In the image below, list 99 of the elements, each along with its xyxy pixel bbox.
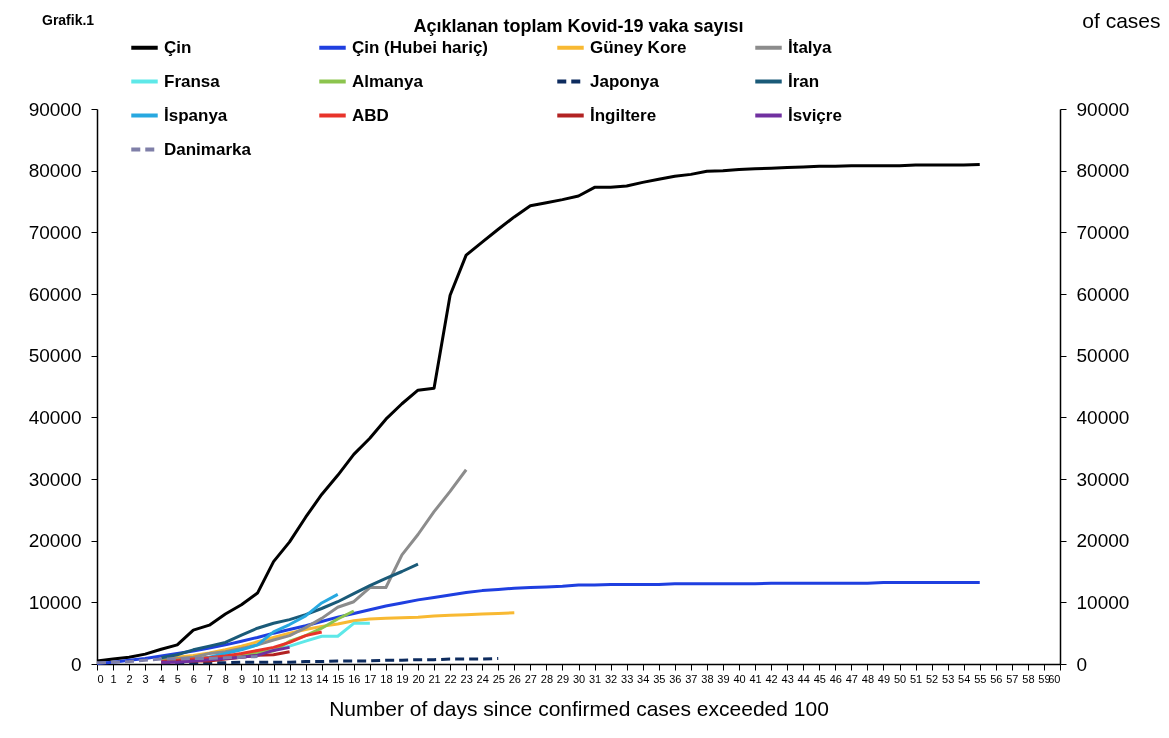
x-tick-label: 11 — [268, 672, 280, 685]
y-tick-label: 80000 — [28, 160, 82, 182]
x-tick-label: 54 — [958, 672, 971, 685]
x-tick-label: 34 — [637, 672, 650, 685]
legend-label: Japonya — [590, 71, 660, 91]
x-tick-label: 24 — [476, 672, 489, 685]
x-tick-label: 20 — [412, 672, 425, 685]
y2-tick-label: 50000 — [1076, 345, 1130, 367]
x-tick-label: 60 — [1048, 672, 1061, 685]
x-tick-label: 3 — [142, 672, 149, 685]
x-tick-label: 19 — [396, 672, 409, 685]
x-tick-label: 1 — [110, 672, 117, 685]
x-tick-label: 40 — [733, 672, 746, 685]
legend-label: İsviçre — [788, 105, 842, 125]
legend-label: Çin — [164, 37, 192, 57]
x-tick-label: 59 — [1038, 672, 1051, 685]
legend-label: Danimarka — [164, 139, 252, 159]
x-tick-label: 10 — [251, 672, 265, 685]
y2-tick-label: 70000 — [1076, 221, 1130, 243]
x-tick-label: 29 — [556, 672, 570, 685]
y-tick-label: 90000 — [28, 98, 82, 120]
legend-label: İran — [788, 71, 820, 91]
y2-tick-label: 20000 — [1076, 530, 1130, 552]
x-tick-label: 31 — [588, 672, 602, 685]
y-tick-label: 10000 — [28, 591, 82, 613]
y2-tick-label: 90000 — [1076, 98, 1130, 120]
y2-tick-label: 30000 — [1076, 468, 1130, 490]
line-series — [159, 562, 420, 660]
y-tick-label: 60000 — [28, 283, 82, 305]
x-tick-label: 38 — [701, 672, 714, 685]
x-tick-label: 57 — [1006, 672, 1019, 685]
x-tick-label: 35 — [653, 672, 666, 685]
y2-tick-label: 40000 — [1076, 406, 1130, 428]
legend-label: İspanya — [164, 105, 228, 125]
y-tick-label: 50000 — [28, 345, 82, 367]
x-tick-label: 21 — [428, 672, 441, 685]
x-tick-label: 16 — [348, 672, 361, 685]
x-tick-label: 55 — [974, 672, 987, 685]
legend-label: ABD — [352, 105, 389, 125]
x-tick-label: 46 — [829, 672, 842, 685]
y-tick-label: 20000 — [28, 530, 82, 552]
y2-axis-title: of cases — [1082, 8, 1161, 32]
x-tick-label: 14 — [316, 672, 329, 685]
line-series — [95, 655, 259, 665]
x-tick-label: 32 — [604, 672, 618, 685]
x-tick-label: 43 — [781, 672, 794, 685]
x-tick-label: 30 — [572, 672, 586, 685]
legend-label: Almanya — [352, 71, 424, 91]
x-tick-label: 4 — [158, 672, 165, 685]
x-tick-label: 9 — [238, 672, 246, 685]
x-tick-label: 5 — [174, 672, 181, 685]
x-tick-label: 42 — [765, 672, 778, 685]
x-tick-label: 7 — [206, 672, 213, 685]
x-tick-label: 13 — [300, 672, 313, 685]
x-tick-label: 47 — [845, 672, 858, 685]
x-tick-label: 50 — [893, 672, 907, 685]
x-tick-label: 2 — [126, 672, 133, 685]
x-tick-label: 15 — [332, 672, 345, 685]
y2-tick-label: 10000 — [1076, 591, 1130, 613]
y-tick-label: 30000 — [28, 468, 82, 490]
x-tick-label: 52 — [925, 672, 939, 685]
x-tick-label: 44 — [797, 672, 810, 685]
y2-tick-label: 80000 — [1076, 160, 1130, 182]
x-tick-label: 37 — [685, 672, 698, 685]
legend-label: Fransa — [164, 71, 221, 91]
legend-label: Güney Kore — [590, 37, 687, 57]
x-tick-label: 28 — [540, 672, 554, 685]
x-tick-label: 8 — [222, 672, 229, 685]
legend-label: Çin (Hubei hariç) — [352, 37, 489, 57]
x-tick-label: 48 — [861, 672, 875, 685]
x-tick-label: 45 — [813, 672, 826, 685]
x-tick-label: 0 — [97, 672, 104, 685]
x-tick-label: 26 — [508, 672, 521, 685]
legend-label: İtalya — [788, 37, 833, 57]
x-tick-label: 33 — [621, 672, 634, 685]
x-tick-label: 36 — [669, 672, 682, 685]
x-tick-label: 27 — [524, 672, 537, 685]
x-tick-label: 51 — [909, 672, 923, 685]
x-tick-label: 22 — [444, 672, 457, 685]
x-tick-label: 12 — [283, 672, 297, 685]
x-tick-label: 23 — [460, 672, 473, 685]
y-tick-label: 70000 — [28, 221, 82, 243]
y-tick-label: 40000 — [28, 406, 82, 428]
x-tick-label: 41 — [749, 672, 762, 685]
x-tick-label: 56 — [990, 672, 1003, 685]
x-tick-label: 39 — [717, 672, 730, 685]
line-series — [95, 581, 982, 665]
y2-tick-label: 60000 — [1076, 283, 1130, 305]
x-tick-label: 6 — [190, 672, 197, 685]
chart-title: Açıklanan toplam Kovid-19 vaka sayısı — [413, 16, 744, 36]
x-tick-label: 49 — [877, 672, 891, 685]
text: Grafik.1 — [42, 12, 95, 28]
x-tick-label: 25 — [492, 672, 505, 685]
x-tick-label: 18 — [380, 672, 393, 685]
legend-label: İngiltere — [590, 105, 657, 125]
x-tick-label: 17 — [364, 672, 377, 685]
x-tick-label: 53 — [942, 672, 955, 685]
x-axis-title: Number of days since confirmed cases exceeded 100 — [329, 696, 829, 720]
x-tick-label: 58 — [1022, 672, 1035, 685]
